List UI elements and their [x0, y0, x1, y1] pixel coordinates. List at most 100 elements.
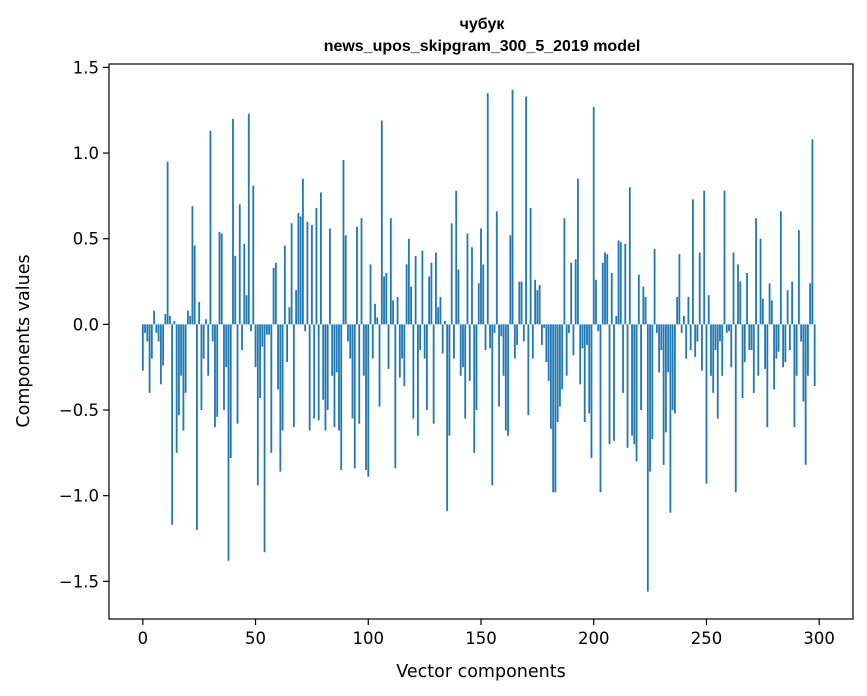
bar [247, 113, 250, 325]
y-tick-label: 1.5 [73, 58, 99, 77]
y-tick-label: −0.5 [59, 401, 99, 420]
bar [450, 223, 453, 325]
bar [561, 324, 564, 390]
bar [534, 279, 537, 325]
bar [421, 250, 424, 325]
bar [398, 324, 401, 378]
bar [696, 324, 699, 342]
bar [150, 324, 153, 359]
bar [671, 324, 674, 411]
bar [554, 324, 557, 493]
y-axis-ticks: −1.5 −1.0 −0.5 0.0 0.5 1.0 1.5 [59, 58, 109, 591]
bar [360, 218, 363, 325]
bar [547, 324, 550, 381]
bar [353, 324, 356, 469]
bar [624, 243, 627, 325]
x-axis-ticks: 0 50 100 150 200 250 300 [138, 619, 835, 648]
bar [324, 324, 327, 431]
bar [430, 262, 433, 325]
bar [586, 324, 588, 345]
bar [347, 324, 349, 342]
bar [764, 324, 766, 369]
bar [446, 324, 449, 512]
bar [579, 324, 582, 385]
x-tick-label: 200 [578, 629, 610, 648]
bar [211, 324, 214, 342]
y-tick-label: −1.5 [59, 572, 99, 591]
bar [236, 324, 239, 424]
bar [416, 324, 419, 436]
bar [728, 324, 730, 332]
bar [545, 324, 548, 363]
bar [516, 324, 518, 345]
bar [234, 255, 237, 325]
bar [394, 324, 397, 469]
bar [705, 324, 708, 484]
bar [205, 319, 207, 325]
bar [606, 254, 609, 325]
bar [252, 185, 255, 325]
bar [459, 324, 462, 376]
bar [712, 324, 715, 393]
bar [209, 130, 212, 325]
bar [692, 199, 694, 325]
y-tick-label: 1.0 [73, 144, 99, 163]
bar [207, 324, 210, 376]
bar [730, 324, 733, 368]
bar [628, 187, 631, 325]
bar [333, 324, 336, 428]
bar [813, 324, 816, 387]
bar [563, 218, 566, 325]
bar [689, 324, 692, 351]
bar [223, 324, 225, 411]
bar [202, 324, 205, 359]
bar [723, 190, 726, 325]
bar [225, 324, 228, 368]
bar [667, 324, 670, 373]
bar [407, 238, 410, 325]
bar [597, 324, 600, 332]
bar [522, 324, 525, 342]
bar [177, 324, 180, 416]
bar [556, 324, 559, 423]
bar [649, 324, 651, 472]
bar [775, 324, 778, 359]
bar [428, 276, 431, 325]
bar [791, 281, 794, 325]
bar [748, 324, 751, 351]
bar [527, 324, 530, 416]
bar [164, 314, 167, 325]
bar [155, 324, 158, 333]
bar [405, 264, 408, 325]
bar [484, 324, 487, 351]
bar [660, 324, 663, 351]
bar [281, 324, 284, 431]
bar [437, 307, 440, 325]
bar [583, 324, 586, 423]
bar [218, 231, 221, 325]
bar [157, 324, 160, 342]
y-tick-label: 0.5 [73, 230, 99, 249]
bar [369, 264, 372, 325]
bar [804, 324, 807, 465]
bar [574, 259, 577, 325]
bar [439, 296, 442, 325]
bar [617, 240, 620, 325]
bar [676, 296, 679, 325]
bar [637, 274, 640, 325]
bar [166, 161, 169, 325]
bar [604, 252, 606, 325]
bar [746, 272, 748, 325]
bar [626, 324, 629, 448]
bar [752, 324, 755, 393]
bar [448, 324, 451, 436]
bar [329, 228, 331, 325]
bar [378, 324, 381, 407]
bar [793, 324, 796, 428]
bar [590, 324, 593, 458]
bar [189, 315, 192, 325]
bar [525, 96, 527, 325]
bar [473, 324, 476, 453]
bar [349, 324, 352, 359]
bar [646, 324, 649, 592]
